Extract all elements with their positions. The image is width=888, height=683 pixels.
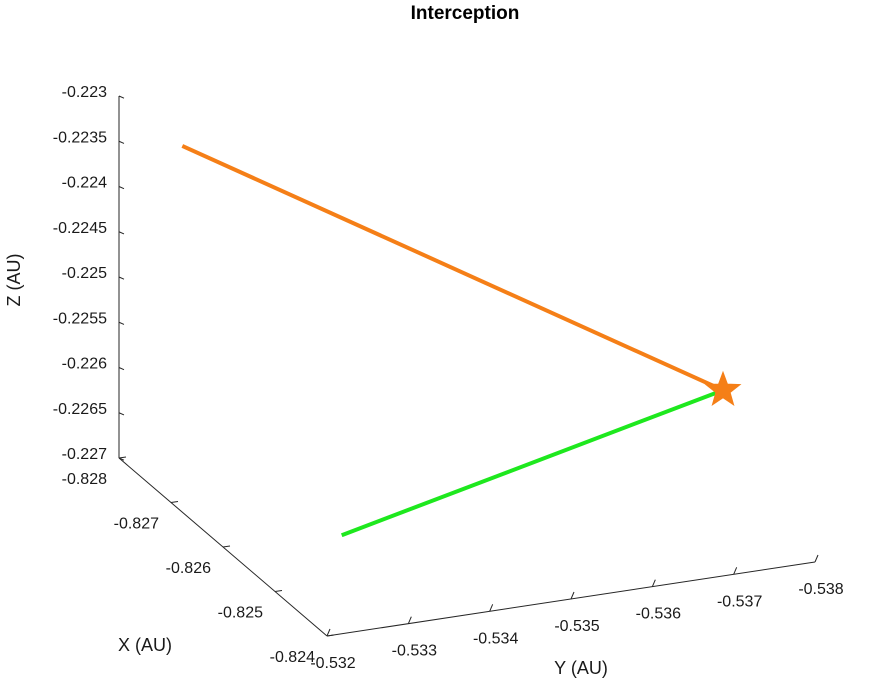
series-line-2: [340, 388, 724, 538]
x-tick-mark: [222, 545, 231, 548]
x-tick-label: -0.828: [62, 471, 107, 488]
z-tick-mark: [118, 231, 125, 235]
z-tick-label: -0.225: [62, 265, 107, 282]
z-tick-mark: [118, 95, 125, 99]
tick-labels: -0.223 -0.2235 -0.224 -0.2245 -0.225 -0.2255 -…: [53, 84, 844, 672]
z-tick-label: -0.226: [62, 356, 107, 373]
y-tick-label: -0.532: [310, 655, 355, 672]
markers: [704, 370, 742, 406]
z-axis-label: Z (AU): [4, 254, 24, 307]
x-tick-label: -0.825: [218, 605, 263, 622]
z-tick-mark: [118, 321, 125, 325]
z-tick-label: -0.224: [62, 175, 107, 192]
y-axis-label: Y (AU): [554, 658, 608, 678]
data-series: [181, 144, 724, 538]
x-tick-mark: [170, 501, 179, 503]
y-tick-mark: [814, 554, 819, 563]
series-line-1: [181, 144, 724, 393]
y-tick-mark: [651, 579, 656, 587]
y-tick-label: -0.536: [636, 606, 681, 623]
x-tick-label: -0.826: [166, 560, 211, 577]
y-tick-mark: [326, 628, 331, 637]
interception-star-marker: [704, 370, 742, 406]
axes: [118, 96, 816, 637]
y-tick-label: -0.535: [554, 618, 599, 635]
z-tick-label: -0.227: [62, 446, 107, 463]
z-tick-label: -0.2255: [53, 310, 107, 327]
y-tick-label: -0.534: [473, 630, 518, 647]
x-tick-label: -0.827: [114, 516, 159, 533]
x-tick-mark: [274, 590, 283, 592]
y-tick-label: -0.533: [392, 643, 437, 660]
z-tick-label: -0.2245: [53, 220, 107, 237]
x-axis-label: X (AU): [118, 635, 172, 655]
y-tick-mark: [489, 604, 494, 612]
z-tick-mark: [118, 412, 125, 416]
x-tick-mark: [326, 634, 335, 637]
y-tick-mark: [570, 591, 575, 600]
z-tick-mark: [118, 276, 125, 280]
z-tick-label: -0.2235: [53, 129, 107, 146]
tick-marks: [118, 95, 819, 637]
z-tick-mark: [118, 186, 125, 190]
y-tick-mark: [733, 567, 738, 575]
x-tick-label: -0.824: [270, 649, 315, 666]
y-tick-label: -0.538: [798, 581, 843, 598]
x-tick-mark: [118, 456, 127, 459]
z-tick-label: -0.223: [62, 84, 107, 101]
z-tick-mark: [118, 140, 125, 144]
chart-title: Interception: [411, 3, 520, 24]
y-tick-mark: [407, 616, 412, 624]
y-tick-label: -0.537: [717, 593, 762, 610]
z-tick-label: -0.2265: [53, 401, 107, 418]
z-tick-mark: [118, 367, 125, 371]
